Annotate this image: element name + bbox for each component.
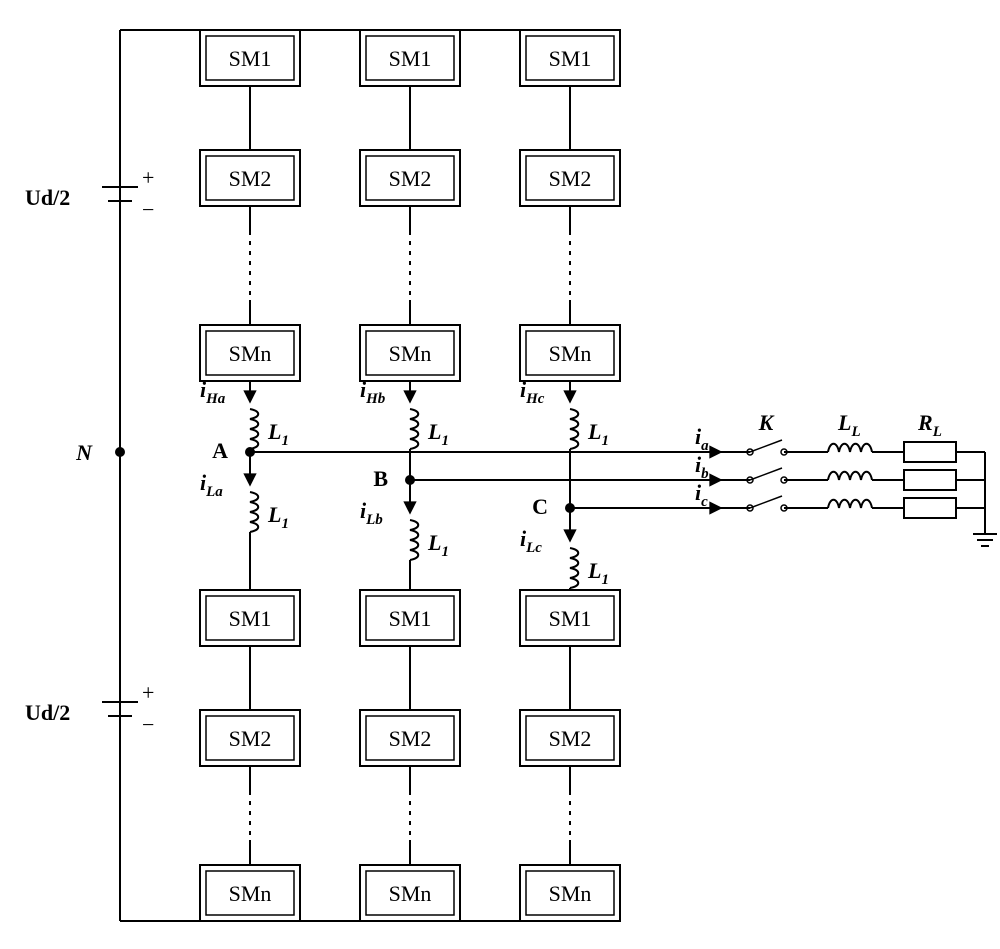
RL-label: RL: [917, 410, 942, 440]
sm-lower-1-1-label: SM2: [389, 726, 432, 751]
L1-up-1: L1: [427, 419, 449, 449]
L1-dn-0: L1: [267, 502, 289, 532]
iL-2: iLc: [520, 526, 542, 556]
ud2-top: Ud/2: [25, 185, 70, 210]
sm-lower-2-0-label: SM1: [549, 606, 592, 631]
L1-dn-1: L1: [427, 530, 449, 560]
sm-upper-0-1-label: SM2: [229, 166, 272, 191]
node-N: N: [75, 440, 93, 465]
RL-0: [904, 442, 956, 462]
cap-plus: +: [142, 165, 154, 190]
iout-2: ic: [695, 480, 708, 510]
iL-0: iLa: [200, 470, 223, 500]
phase-A: A: [212, 438, 228, 463]
sm-upper-2-0-label: SM1: [549, 46, 592, 71]
ud2-bot: Ud/2: [25, 700, 70, 725]
sm-upper-0-0-label: SM1: [229, 46, 272, 71]
sm-lower-0-1-label: SM2: [229, 726, 272, 751]
RL-2: [904, 498, 956, 518]
cap-plus: +: [142, 680, 154, 705]
sm-upper-1-2-label: SMn: [389, 341, 432, 366]
L1-dn-2: L1: [587, 558, 609, 588]
RL-1: [904, 470, 956, 490]
phase-B: B: [373, 466, 388, 491]
sm-lower-2-1-label: SM2: [549, 726, 592, 751]
sm-lower-1-2-label: SMn: [389, 881, 432, 906]
sm-upper-0-2-label: SMn: [229, 341, 272, 366]
sm-upper-2-1-label: SM2: [549, 166, 592, 191]
sm-lower-0-2-label: SMn: [229, 881, 272, 906]
L1-up-2: L1: [587, 419, 609, 449]
sm-lower-0-0-label: SM1: [229, 606, 272, 631]
K-label: K: [758, 410, 775, 435]
phase-C: C: [532, 494, 548, 519]
L1-up-0: L1: [267, 419, 289, 449]
cap-minus: −: [142, 197, 154, 222]
sm-upper-1-1-label: SM2: [389, 166, 432, 191]
sm-lower-1-0-label: SM1: [389, 606, 432, 631]
sm-upper-2-2-label: SMn: [549, 341, 592, 366]
iout-1: ib: [695, 452, 709, 482]
LL-label: LL: [837, 410, 861, 440]
iL-1: iLb: [360, 498, 383, 528]
iout-0: ia: [695, 424, 709, 454]
sm-upper-1-0-label: SM1: [389, 46, 432, 71]
cap-minus: −: [142, 712, 154, 737]
sm-lower-2-2-label: SMn: [549, 881, 592, 906]
